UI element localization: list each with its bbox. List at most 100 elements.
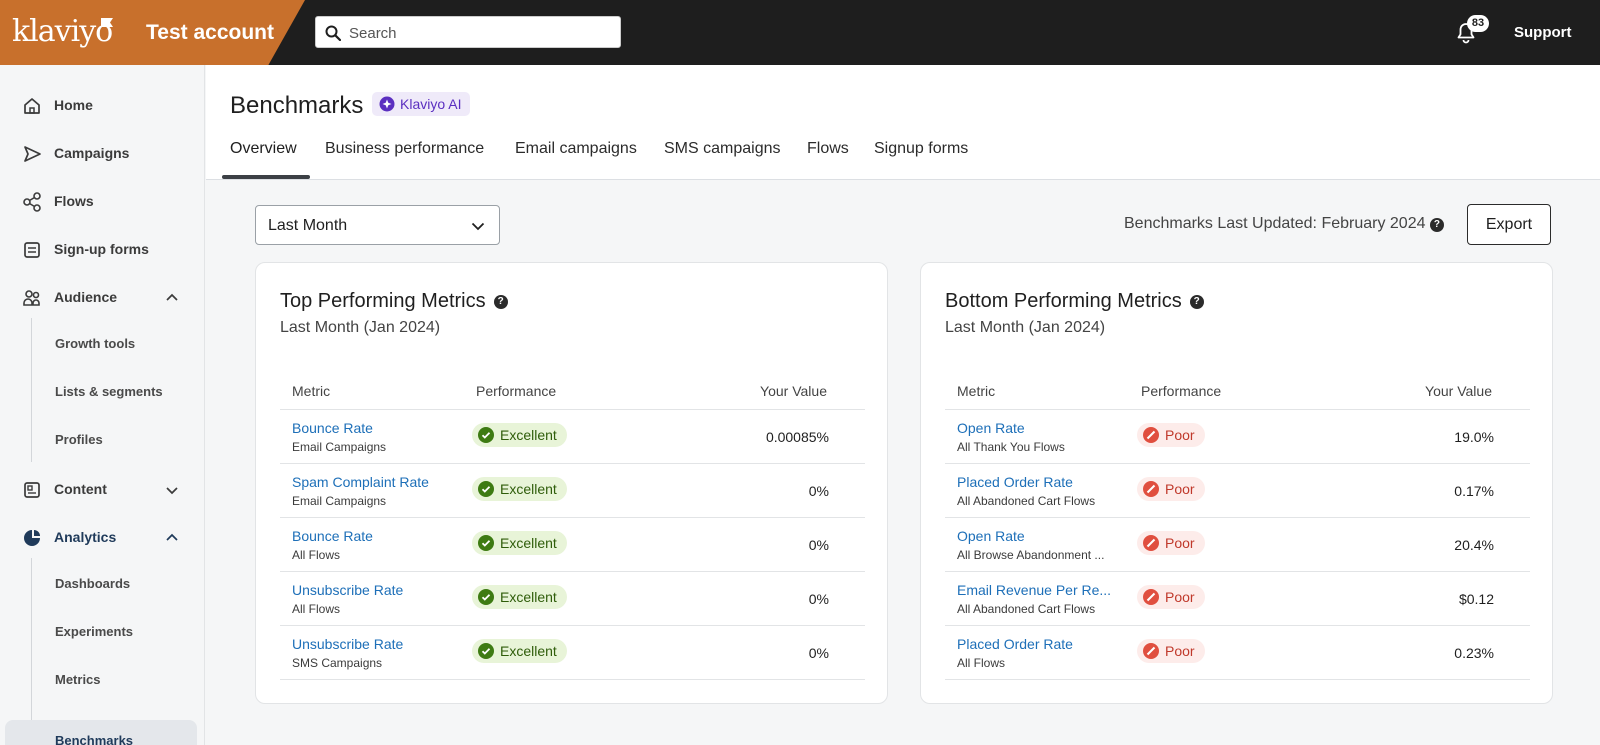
performance-label: Poor bbox=[1165, 481, 1195, 497]
sidebar-item-label: Campaigns bbox=[54, 145, 130, 161]
metric-link[interactable]: Unsubscribe Rate bbox=[292, 636, 404, 652]
table-row: Open Rate All Thank You Flows Poor 19.0% bbox=[945, 410, 1530, 464]
metric-source: All Flows bbox=[292, 602, 341, 616]
benchmarks-updated-text: Benchmarks Last Updated: February 2024 ? bbox=[1124, 215, 1444, 233]
submenu-guide-line bbox=[31, 558, 32, 745]
metric-value: 0% bbox=[808, 645, 829, 661]
column-header-performance: Performance bbox=[1141, 383, 1222, 399]
tab-flows[interactable]: Flows bbox=[807, 140, 849, 157]
chevron-down-icon bbox=[471, 222, 485, 231]
sidebar-item-campaigns[interactable]: Campaigns bbox=[0, 134, 205, 174]
support-link[interactable]: Support bbox=[1514, 24, 1572, 41]
metric-link[interactable]: Open Rate bbox=[957, 420, 1025, 436]
performance-badge: Poor bbox=[1137, 585, 1205, 609]
tab-signup-forms[interactable]: Signup forms bbox=[874, 140, 969, 157]
poor-status-icon bbox=[1143, 535, 1159, 551]
card-title: Top Performing Metrics? bbox=[280, 290, 508, 313]
audience-icon bbox=[23, 290, 40, 306]
poor-status-icon bbox=[1143, 589, 1159, 605]
klaviyo-logo[interactable]: klaviyo bbox=[12, 14, 113, 49]
sidebar-subitem-label: Benchmarks bbox=[55, 733, 134, 745]
sidebar-item-content[interactable]: Content bbox=[0, 470, 205, 510]
metric-link[interactable]: Open Rate bbox=[957, 528, 1025, 544]
metric-source: SMS Campaigns bbox=[292, 656, 383, 670]
sidebar-subitem-label: Profiles bbox=[55, 432, 103, 447]
sidebar-item-home[interactable]: Home bbox=[0, 86, 205, 126]
card-subtitle: Last Month (Jan 2024) bbox=[945, 319, 1106, 336]
performance-label: Excellent bbox=[500, 535, 557, 551]
form-icon bbox=[24, 242, 40, 258]
help-icon[interactable]: ? bbox=[1189, 295, 1204, 309]
metric-link[interactable]: Placed Order Rate bbox=[957, 474, 1073, 490]
chevron-down-icon bbox=[166, 487, 178, 495]
column-header-metric: Metric bbox=[957, 383, 996, 399]
klaviyo-ai-badge[interactable]: Klaviyo AI bbox=[372, 92, 471, 116]
sidebar-item-label: Home bbox=[54, 97, 93, 113]
sidebar-subitem-growth-tools[interactable]: Growth tools bbox=[0, 323, 205, 363]
account-name[interactable]: Test account bbox=[146, 21, 274, 44]
performance-label: Poor bbox=[1165, 427, 1195, 443]
sidebar-subitem-label: Metrics bbox=[55, 672, 101, 687]
sidebar-subitem-metrics[interactable]: Metrics bbox=[0, 659, 205, 699]
metric-source: All Abandoned Cart Flows bbox=[957, 602, 1096, 616]
date-range-value: Last Month bbox=[268, 217, 348, 234]
search-input[interactable]: Search bbox=[315, 16, 621, 48]
metric-source: Email Campaigns bbox=[292, 440, 387, 454]
metric-value: 0.23% bbox=[1454, 645, 1494, 661]
notification-badge[interactable]: 83 bbox=[1467, 15, 1489, 32]
check-circle-icon bbox=[478, 589, 494, 605]
date-range-select[interactable]: Last Month bbox=[255, 205, 500, 245]
sidebar-item-signup-forms[interactable]: Sign-up forms bbox=[0, 230, 205, 270]
column-header-metric: Metric bbox=[292, 383, 331, 399]
help-icon[interactable]: ? bbox=[1429, 218, 1444, 232]
tab-business-performance[interactable]: Business performance bbox=[325, 140, 485, 157]
sidebar-item-label: Content bbox=[54, 481, 107, 497]
metric-value: 0% bbox=[808, 591, 829, 607]
metric-link[interactable]: Bounce Rate bbox=[292, 528, 373, 544]
performance-badge: Poor bbox=[1137, 423, 1205, 447]
sidebar-subitem-dashboards[interactable]: Dashboards bbox=[0, 563, 205, 603]
bottom-performing-card: Bottom Performing Metrics? Last Month (J… bbox=[920, 262, 1553, 704]
table-row: Unsubscribe Rate All Flows Excellent 0% bbox=[280, 572, 865, 626]
metric-link[interactable]: Unsubscribe Rate bbox=[292, 582, 404, 598]
tab-sms-campaigns[interactable]: SMS campaigns bbox=[664, 140, 781, 157]
metric-value: 0% bbox=[808, 483, 829, 499]
chevron-up-icon bbox=[166, 293, 178, 301]
metric-link[interactable]: Email Revenue Per Re... bbox=[957, 582, 1112, 598]
sidebar-subitem-label: Lists & segments bbox=[55, 384, 163, 399]
column-header-performance: Performance bbox=[476, 383, 557, 399]
page-title: Benchmarks bbox=[230, 92, 364, 119]
performance-badge: Excellent bbox=[472, 423, 567, 447]
top-performing-card: Top Performing Metrics? Last Month (Jan … bbox=[255, 262, 888, 704]
poor-status-icon bbox=[1143, 427, 1159, 443]
performance-badge: Excellent bbox=[472, 585, 567, 609]
poor-status-icon bbox=[1143, 481, 1159, 497]
card-title: Bottom Performing Metrics? bbox=[945, 290, 1204, 313]
sidebar-item-label: Flows bbox=[54, 193, 94, 209]
sidebar-item-flows[interactable]: Flows bbox=[0, 182, 205, 222]
sidebar-subitem-lists-segments[interactable]: Lists & segments bbox=[0, 371, 205, 411]
metric-value: 0.00085% bbox=[765, 429, 829, 445]
sidebar-subitem-benchmarks[interactable]: Benchmarks bbox=[5, 720, 197, 745]
metric-source: All Flows bbox=[292, 548, 341, 562]
performance-badge: Excellent bbox=[472, 531, 567, 555]
metric-link[interactable]: Bounce Rate bbox=[292, 420, 373, 436]
performance-label: Excellent bbox=[500, 589, 557, 605]
performance-badge: Excellent bbox=[472, 477, 567, 501]
sidebar-item-audience[interactable]: Audience bbox=[0, 278, 205, 318]
sidebar-item-analytics[interactable]: Analytics bbox=[0, 518, 205, 558]
sidebar-subitem-label: Dashboards bbox=[55, 576, 131, 591]
chevron-up-icon bbox=[166, 533, 178, 541]
performance-label: Poor bbox=[1165, 643, 1195, 659]
metric-link[interactable]: Placed Order Rate bbox=[957, 636, 1073, 652]
export-button[interactable]: Export bbox=[1467, 204, 1551, 245]
metric-link[interactable]: Spam Complaint Rate bbox=[292, 474, 429, 490]
sidebar-subitem-profiles[interactable]: Profiles bbox=[0, 419, 205, 459]
performance-label: Poor bbox=[1165, 535, 1195, 551]
help-icon[interactable]: ? bbox=[493, 295, 508, 309]
sidebar-subitem-experiments[interactable]: Experiments bbox=[0, 611, 205, 651]
tab-overview[interactable]: Overview bbox=[230, 140, 297, 157]
tab-email-campaigns[interactable]: Email campaigns bbox=[515, 140, 637, 157]
table-row: Placed Order Rate All Abandoned Cart Flo… bbox=[945, 464, 1530, 518]
metric-source: All Browse Abandonment ... bbox=[957, 548, 1105, 562]
